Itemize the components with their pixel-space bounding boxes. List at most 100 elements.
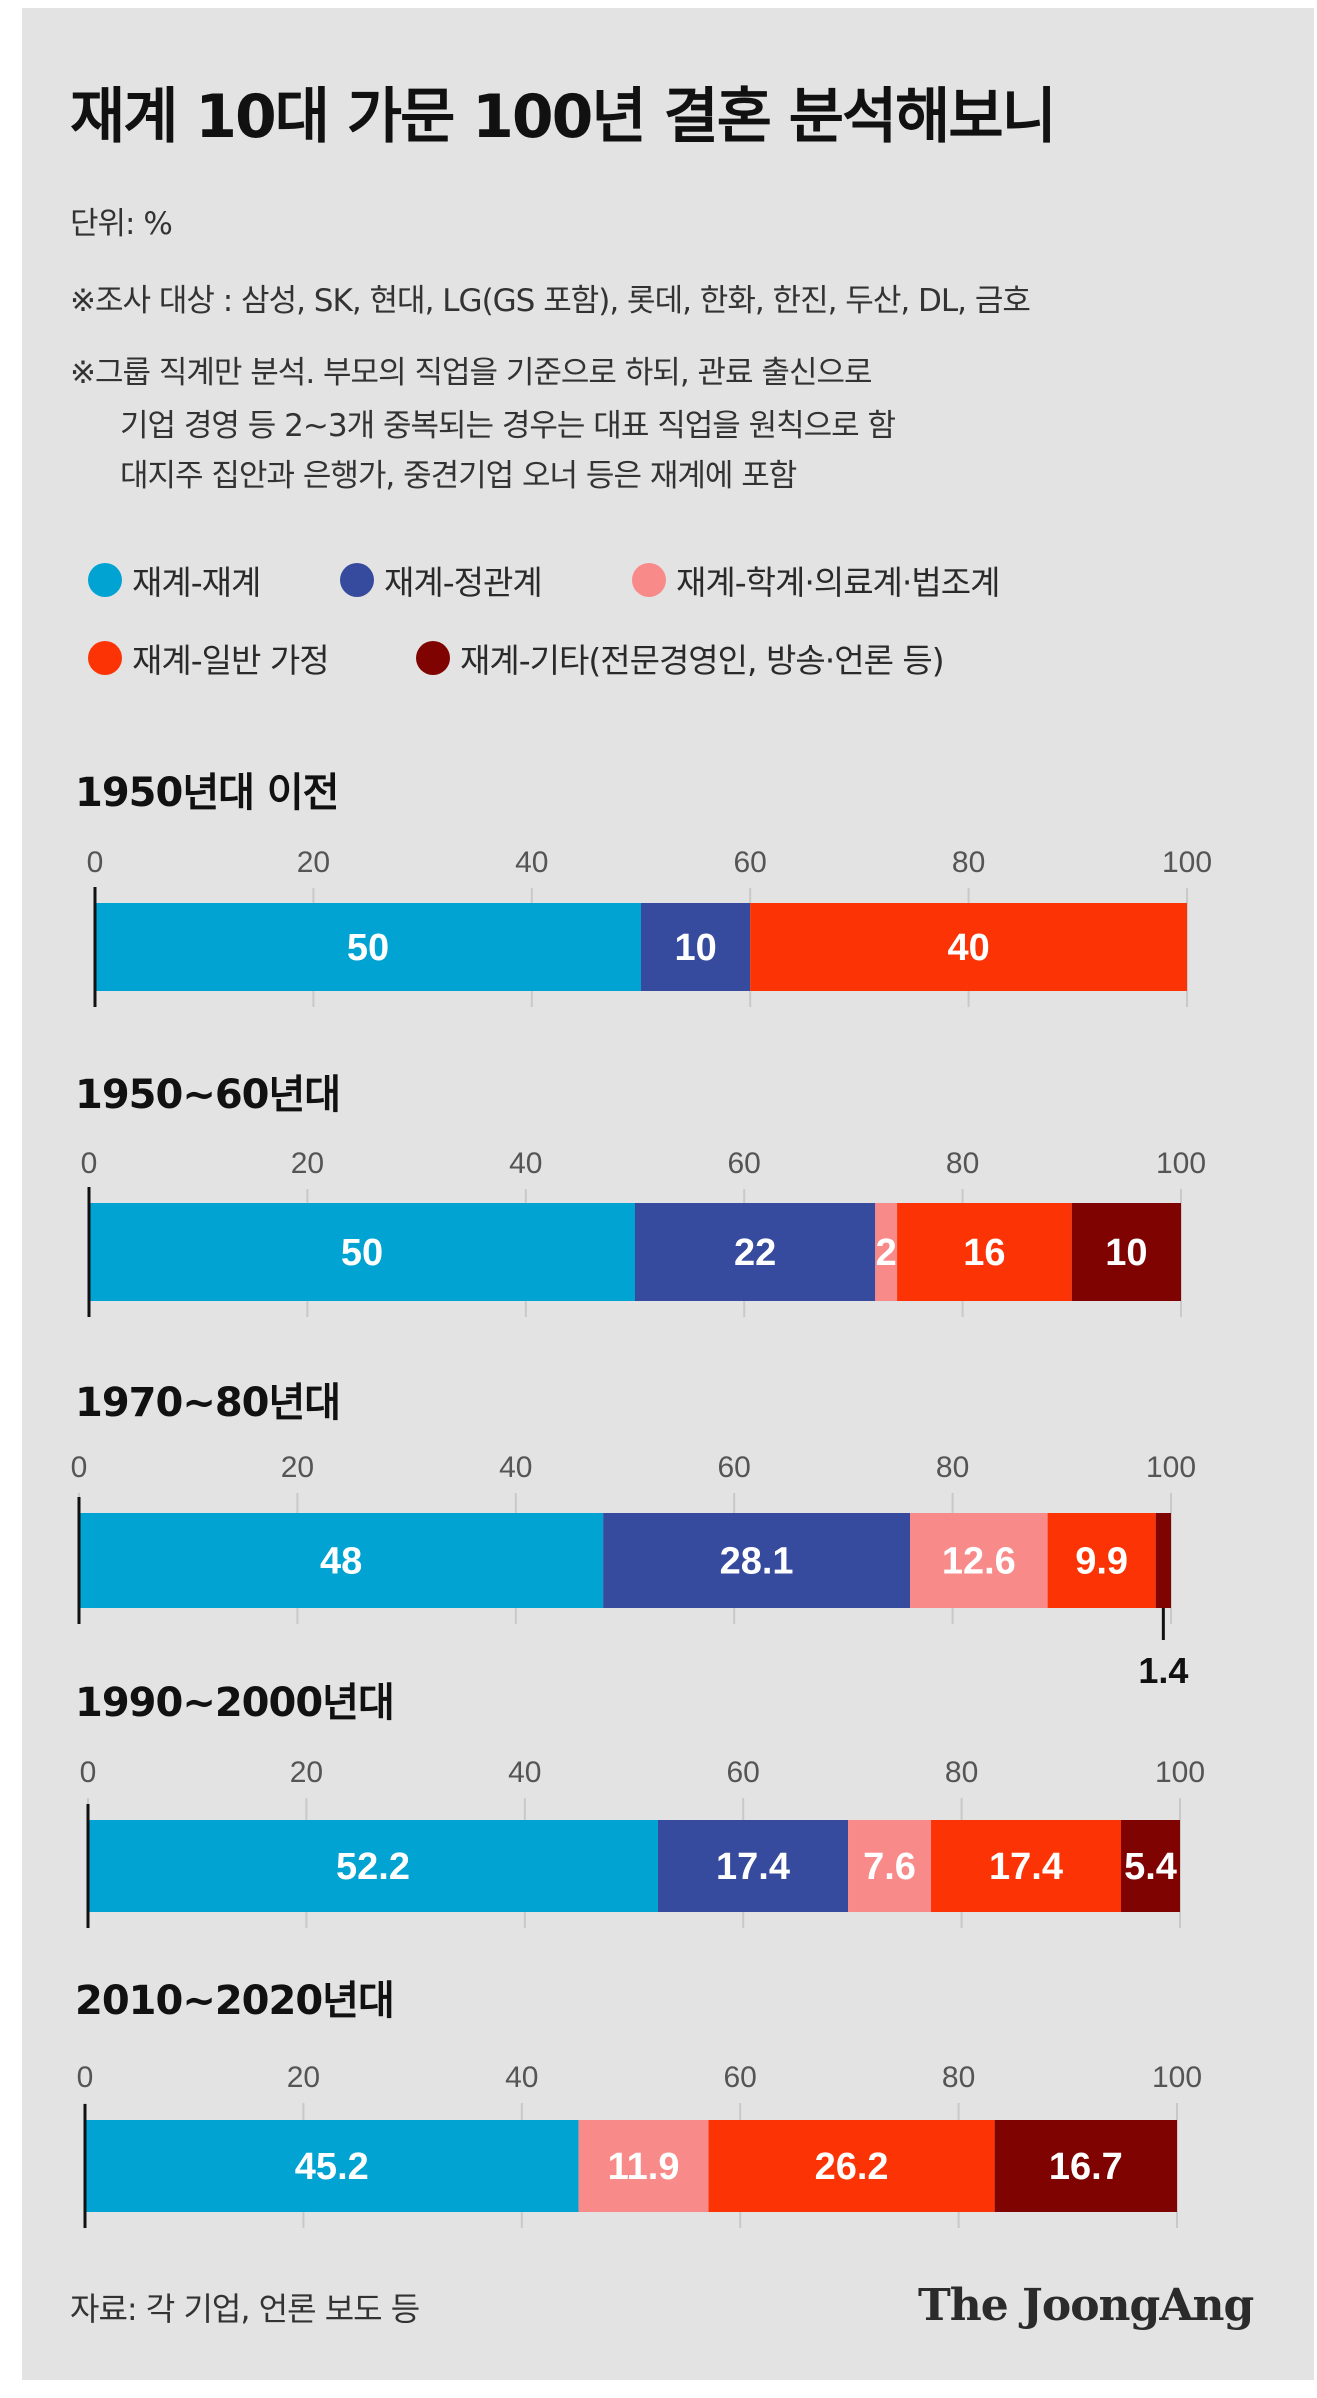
bar-segment	[85, 2120, 579, 2212]
data-label: 28.1	[720, 1541, 794, 1583]
bar-segment	[1071, 1203, 1181, 1301]
infographic-card	[22, 8, 1314, 2380]
tick-label: 20	[297, 846, 330, 879]
tick-label: 40	[515, 846, 548, 879]
source-note: 자료: 각 기업, 언론 보도 등	[70, 2290, 420, 2328]
period-title: 1950년대 이전	[75, 770, 339, 816]
bar-segment	[875, 1203, 898, 1301]
data-label: 45.2	[295, 2146, 369, 2188]
tick-label: 0	[80, 1756, 97, 1789]
tick-label: 100	[1146, 1451, 1196, 1484]
legend-label: 재계-일반 가정	[132, 641, 330, 680]
tick-label: 80	[952, 846, 985, 879]
bar-segment	[708, 2120, 995, 2212]
tick-label: 80	[945, 1756, 978, 1789]
tick-label: 60	[727, 1756, 760, 1789]
data-label: 50	[347, 927, 389, 969]
tick-label: 60	[728, 1147, 761, 1180]
tick-label: 100	[1155, 1756, 1205, 1789]
legend-dot-icon	[88, 641, 122, 675]
data-label: 50	[341, 1232, 383, 1274]
legend-item-chaebol-ordinary: 재계-일반 가정	[88, 636, 330, 680]
tick-label: 60	[734, 846, 767, 879]
data-label: 48	[320, 1541, 362, 1583]
survey-note: ※조사 대상 : 삼성, SK, 현대, LG(GS 포함), 롯데, 한화, …	[70, 283, 1031, 319]
method-note-3: 대지주 집안과 은행가, 중견기업 오너 등은 재계에 포함	[120, 458, 797, 494]
data-label: 52.2	[336, 1846, 410, 1888]
bar-segment	[95, 903, 641, 991]
legend-dot-icon	[88, 563, 122, 597]
tick-label: 80	[936, 1451, 969, 1484]
bar-segment	[1121, 1820, 1180, 1912]
data-label: 11.9	[608, 2146, 680, 2188]
tick-label: 0	[87, 846, 104, 879]
tick-label: 60	[718, 1451, 751, 1484]
legend-item-chaebol-academic: 재계-학계·의료계·법조계	[632, 558, 1000, 602]
tick-label: 20	[291, 1147, 324, 1180]
data-label: 5.4	[1124, 1846, 1177, 1888]
data-label: 1.4	[1138, 1650, 1188, 1691]
legend-dot-icon	[340, 563, 374, 597]
bar-segment	[89, 1203, 635, 1301]
brand-logo: The JoongAng	[918, 2280, 1254, 2331]
legend-label: 재계-재계	[132, 563, 261, 602]
tick-label: 40	[508, 1756, 541, 1789]
unit-note: 단위: %	[70, 206, 173, 242]
data-label: 12.6	[942, 1541, 1016, 1583]
bar-segment	[578, 2120, 709, 2212]
legend-dot-icon	[632, 563, 666, 597]
tick-label: 40	[505, 2061, 538, 2094]
data-label: 2	[876, 1232, 897, 1274]
bar-segment	[603, 1513, 911, 1608]
period-title: 1950~60년대	[75, 1072, 341, 1118]
bar-segment	[641, 903, 751, 991]
legend-dot-icon	[416, 641, 450, 675]
tick-label: 0	[71, 1451, 88, 1484]
tick-label: 80	[946, 1147, 979, 1180]
tick-label: 40	[499, 1451, 532, 1484]
data-label: 22	[734, 1232, 776, 1274]
tick-label: 20	[290, 1756, 323, 1789]
data-label: 9.9	[1075, 1541, 1128, 1583]
data-label: 17.4	[716, 1846, 790, 1888]
tick-label: 40	[509, 1147, 542, 1180]
method-note-2: 기업 경영 등 2~3개 중복되는 경우는 대표 직업을 원칙으로 함	[120, 408, 896, 444]
period-title: 2010~2020년대	[75, 1978, 395, 2024]
data-label: 10	[674, 927, 716, 969]
period-title: 1990~2000년대	[75, 1680, 395, 1726]
page-title: 재계 10대 가문 100년 결혼 분석해보니	[70, 82, 1057, 152]
legend-item-chaebol-chaebol: 재계-재계	[88, 558, 261, 602]
legend-label: 재계-정관계	[384, 563, 543, 602]
bar-segment	[931, 1820, 1122, 1912]
data-label: 26.2	[815, 2146, 889, 2188]
period-title: 1970~80년대	[75, 1380, 341, 1426]
tick-label: 80	[942, 2061, 975, 2094]
tick-label: 60	[724, 2061, 757, 2094]
bar-segment	[897, 1203, 1072, 1301]
data-label: 16	[963, 1232, 1005, 1274]
tick-label: 100	[1162, 846, 1212, 879]
tick-label: 20	[281, 1451, 314, 1484]
bar-segment	[994, 2120, 1177, 2212]
tick-label: 20	[287, 2061, 320, 2094]
bar-segment	[635, 1203, 876, 1301]
legend-item-chaebol-other: 재계-기타(전문경영인, 방송·언론 등)	[416, 636, 945, 680]
tick-label: 0	[81, 1147, 98, 1180]
method-note-1: ※그룹 직계만 분석. 부모의 직업을 기준으로 하되, 관료 출신으로	[70, 355, 873, 391]
bar-segment	[848, 1820, 932, 1912]
data-label: 10	[1105, 1232, 1147, 1274]
tick-label: 0	[77, 2061, 94, 2094]
bar-segment	[910, 1513, 1048, 1608]
data-label: 7.6	[863, 1846, 916, 1888]
tick-label: 100	[1152, 2061, 1202, 2094]
data-label: 17.4	[989, 1846, 1063, 1888]
legend-label: 재계-기타(전문경영인, 방송·언론 등)	[460, 641, 945, 680]
data-label: 40	[947, 927, 989, 969]
bar-segment	[88, 1820, 659, 1912]
tick-label: 100	[1156, 1147, 1206, 1180]
data-label: 16.7	[1049, 2146, 1123, 2188]
bar-segment	[1047, 1513, 1156, 1608]
bar-segment	[658, 1820, 849, 1912]
bar-segment	[79, 1513, 604, 1608]
